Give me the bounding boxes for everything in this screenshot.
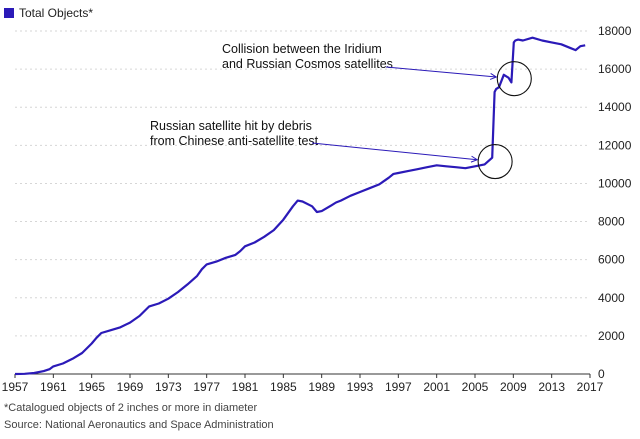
x-tick-label: 2005 [462, 380, 489, 394]
x-tick-label: 1957 [2, 380, 29, 394]
x-tick-label: 2013 [538, 380, 565, 394]
annotation-text: from Chinese anti-satellite test [150, 134, 319, 148]
x-tick-label: 1981 [232, 380, 259, 394]
y-tick-label: 2000 [598, 329, 625, 343]
annotation-text: and Russian Cosmos satellites [222, 57, 393, 71]
annotation-circle [477, 143, 513, 180]
x-tick-label: 2001 [423, 380, 450, 394]
annotation-text: Russian satellite hit by debris [150, 119, 312, 133]
x-tick-label: 1969 [117, 380, 144, 394]
x-tick-label: 1997 [385, 380, 412, 394]
x-tick-label: 1973 [155, 380, 182, 394]
y-tick-label: 4000 [598, 291, 625, 305]
annotation-arrow [311, 142, 478, 161]
y-tick-label: 10000 [598, 176, 632, 190]
annotation-circle [496, 61, 532, 97]
x-tick-label: 1993 [347, 380, 374, 394]
y-tick-label: 8000 [598, 215, 625, 229]
y-tick-label: 16000 [598, 62, 632, 76]
x-axis: 1957 1961 1965 1969 1973 1977 1981 1985 1989 1993… [2, 374, 604, 394]
y-tick-label: 12000 [598, 138, 632, 152]
y-axis: 0 2000 4000 6000 8000 10000 12000 14000 16000 180… [598, 24, 632, 381]
x-tick-label: 2017 [577, 380, 604, 394]
x-tick-label: 1985 [270, 380, 297, 394]
annotation-arrowhead [489, 73, 498, 80]
x-tick-label: 1961 [40, 380, 67, 394]
x-tick-label: 2009 [500, 380, 527, 394]
y-tick-label: 6000 [598, 253, 625, 267]
legend-swatch [4, 8, 14, 18]
source-note: Source: National Aeronautics and Space A… [4, 419, 274, 431]
gridlines [15, 30, 590, 375]
footnote: *Catalogued objects of 2 inches or more … [4, 402, 258, 414]
series-line-total-objects [14, 36, 586, 376]
annotation-arrow [385, 66, 497, 78]
legend-label: Total Objects* [19, 6, 93, 20]
y-tick-label: 14000 [598, 100, 632, 114]
annotation-arrowhead [470, 155, 479, 163]
x-tick-label: 1965 [78, 380, 105, 394]
annotation-text: Collision between the Iridium [222, 42, 382, 56]
y-tick-label: 18000 [598, 24, 632, 38]
x-tick-label: 1977 [193, 380, 220, 394]
chart: Total Objects* 0 2000 4000 6000 8000 10000 120… [2, 6, 632, 394]
x-tick-label: 1989 [308, 380, 335, 394]
y-tick-label: 0 [598, 367, 605, 381]
